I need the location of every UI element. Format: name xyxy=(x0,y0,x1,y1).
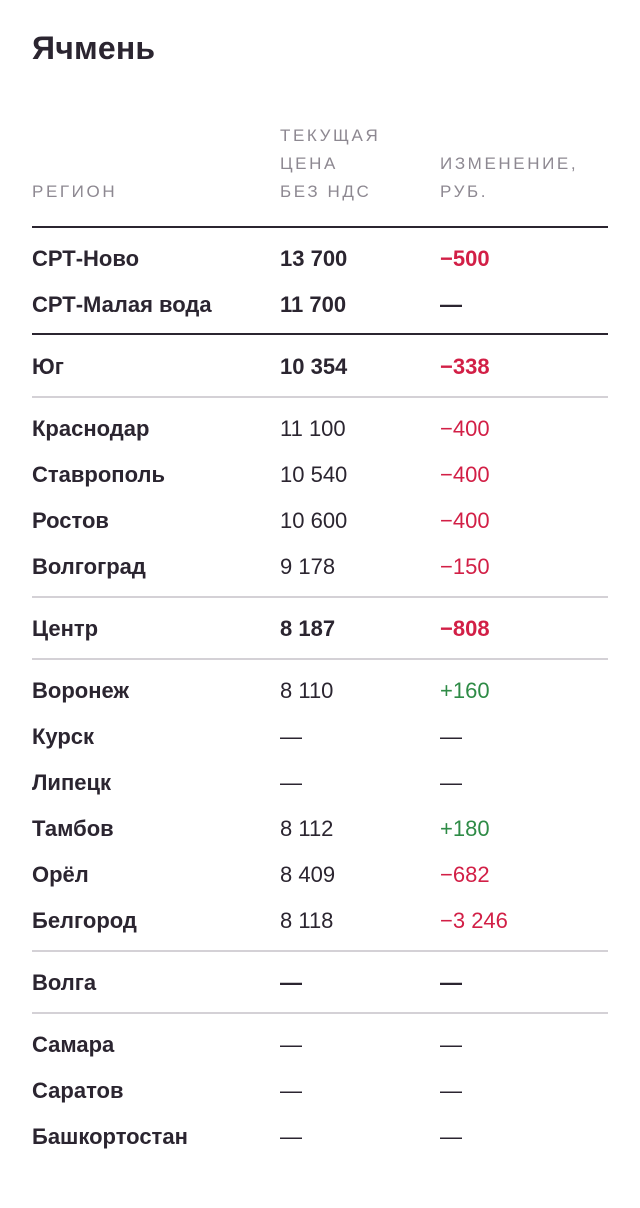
table-row: Воронеж 8 110 +160 xyxy=(0,668,640,714)
region-name: Волга xyxy=(32,970,97,995)
change-value: −400 xyxy=(440,416,490,441)
region-name: Краснодар xyxy=(32,416,150,441)
price-value: 10 540 xyxy=(280,462,348,487)
header-region-label: РЕГИОН xyxy=(32,182,118,201)
table-row: Курск — — xyxy=(0,714,640,760)
price-value: 8 409 xyxy=(280,862,336,887)
table-group-row: СРТ-Ново 13 700 −500 xyxy=(0,236,640,282)
region-name: Ростов xyxy=(32,508,109,533)
row-divider xyxy=(32,396,608,398)
change-value: +180 xyxy=(440,816,490,841)
region-name: Курск xyxy=(32,724,95,749)
table-row: Липецк — — xyxy=(0,760,640,806)
change-value: — xyxy=(440,1032,462,1057)
change-value: — xyxy=(440,724,462,749)
region-name: Воронеж xyxy=(32,678,130,703)
change-value: −500 xyxy=(440,246,490,271)
table-group-row: СРТ-Малая вода 11 700 — xyxy=(0,282,640,328)
header-price: ТЕКУЩАЯ ЦЕНА БЕЗ НДС xyxy=(280,122,420,206)
header-price-line-1: ТЕКУЩАЯ xyxy=(280,126,381,145)
price-value: — xyxy=(280,770,302,795)
change-value: −400 xyxy=(440,462,490,487)
region-name: Тамбов xyxy=(32,816,114,841)
region-name: Ставрополь xyxy=(32,462,165,487)
table-row: Ставрополь 10 540 −400 xyxy=(0,452,640,498)
region-name: Липецк xyxy=(32,770,112,795)
region-name: Орёл xyxy=(32,862,89,887)
header-region: РЕГИОН xyxy=(32,178,117,206)
price-value: 9 178 xyxy=(280,554,336,579)
change-value: — xyxy=(440,770,462,795)
page-title: Ячмень xyxy=(32,30,156,66)
table-row: Саратов — — xyxy=(0,1068,640,1114)
price-value: 11 700 xyxy=(280,292,347,317)
change-value: −400 xyxy=(440,508,490,533)
price-value: — xyxy=(280,724,302,749)
price-value: — xyxy=(280,970,302,995)
table-group-row: Волга — — xyxy=(0,960,640,1006)
row-divider xyxy=(32,1012,608,1014)
header-change-line-2: РУБ. xyxy=(440,182,489,201)
price-value: 8 112 xyxy=(280,816,334,841)
table-row: Белгород 8 118 −3 246 xyxy=(0,898,640,944)
table-group-row: Центр 8 187 −808 xyxy=(0,606,640,652)
row-divider xyxy=(32,226,608,228)
table-row: Тамбов 8 112 +180 xyxy=(0,806,640,852)
change-value: +160 xyxy=(440,678,490,703)
change-value: — xyxy=(440,1078,462,1103)
header-price-line-3: БЕЗ НДС xyxy=(280,182,372,201)
change-value: — xyxy=(440,970,462,995)
price-value: 10 354 xyxy=(280,354,348,379)
price-value: — xyxy=(280,1032,302,1057)
region-name: Волгоград xyxy=(32,554,146,579)
header-change: ИЗМЕНЕНИЕ, РУБ. xyxy=(440,150,610,206)
header-price-line-2: ЦЕНА xyxy=(280,154,338,173)
change-value: −3 246 xyxy=(440,908,508,933)
region-name: СРТ-Ново xyxy=(32,246,140,271)
price-value: 8 110 xyxy=(280,678,334,703)
table-row: Башкортостан — — xyxy=(0,1114,640,1160)
change-value: −338 xyxy=(440,354,490,379)
price-value: 8 118 xyxy=(280,908,334,933)
table-row: Орёл 8 409 −682 xyxy=(0,852,640,898)
price-value: — xyxy=(280,1124,302,1149)
price-value: 10 600 xyxy=(280,508,348,533)
table-group-row: Юг 10 354 −338 xyxy=(0,344,640,390)
region-name: Центр xyxy=(32,616,99,641)
change-value: −808 xyxy=(440,616,490,641)
region-name: СРТ-Малая вода xyxy=(32,292,212,317)
region-name: Саратов xyxy=(32,1078,124,1103)
price-value: 11 100 xyxy=(280,416,346,441)
row-divider xyxy=(32,658,608,660)
table-row: Волгоград 9 178 −150 xyxy=(0,544,640,590)
table-row: Самара — — xyxy=(0,1022,640,1068)
change-value: — xyxy=(440,1124,462,1149)
region-name: Башкортостан xyxy=(32,1124,188,1149)
price-value: 8 187 xyxy=(280,616,336,641)
table-header: РЕГИОН ТЕКУЩАЯ ЦЕНА БЕЗ НДС ИЗМЕНЕНИЕ, Р… xyxy=(0,120,640,216)
header-change-line-1: ИЗМЕНЕНИЕ, xyxy=(440,154,579,173)
price-value: 13 700 xyxy=(280,246,348,271)
price-value: — xyxy=(280,1078,302,1103)
region-name: Самара xyxy=(32,1032,115,1057)
table-row: Ростов 10 600 −400 xyxy=(0,498,640,544)
region-name: Юг xyxy=(32,354,64,379)
change-value: −682 xyxy=(440,862,490,887)
row-divider xyxy=(32,596,608,598)
row-divider xyxy=(32,950,608,952)
region-name: Белгород xyxy=(32,908,137,933)
change-value: — xyxy=(440,292,462,317)
row-divider xyxy=(32,333,608,335)
table-row: Краснодар 11 100 −400 xyxy=(0,406,640,452)
change-value: −150 xyxy=(440,554,490,579)
